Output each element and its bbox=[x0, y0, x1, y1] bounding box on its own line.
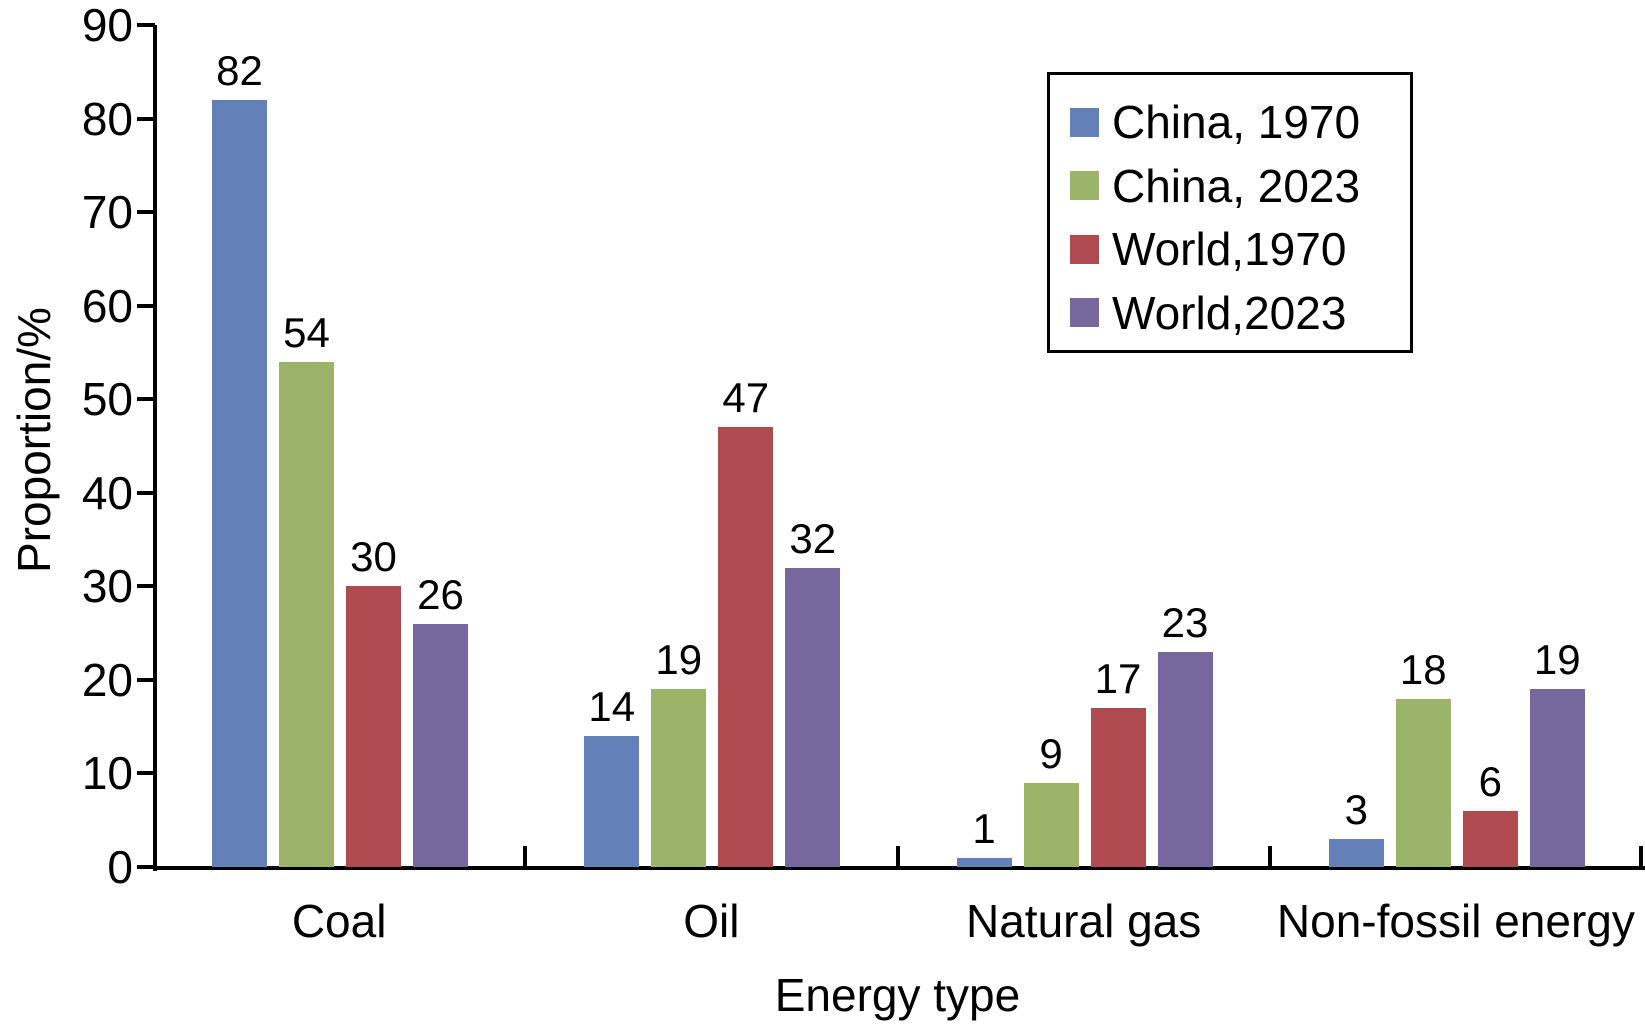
y-tick-label: 30 bbox=[81, 560, 133, 613]
y-tick bbox=[137, 23, 155, 27]
x-tick bbox=[895, 846, 900, 867]
y-tick bbox=[137, 490, 155, 495]
bar bbox=[651, 689, 707, 867]
y-tick-label: 20 bbox=[81, 653, 133, 706]
legend-swatch bbox=[1070, 234, 1099, 264]
y-tick-label: 90 bbox=[81, 0, 133, 51]
bar-value-label: 9 bbox=[1039, 729, 1063, 777]
y-axis-title: Proportion/% bbox=[8, 307, 60, 573]
y-tick bbox=[137, 677, 155, 682]
bar bbox=[584, 736, 640, 867]
bar bbox=[279, 361, 334, 867]
y-tick-label: 0 bbox=[107, 841, 133, 893]
bar bbox=[1157, 651, 1213, 867]
legend: China, 1970 China, 2023 World,1970 World,20… bbox=[1047, 72, 1413, 353]
bar-value-label: 19 bbox=[1533, 636, 1581, 684]
legend-label: China, 1970 bbox=[1112, 96, 1361, 148]
legend-item: World,2023 bbox=[1070, 290, 1346, 336]
y-axis-line bbox=[153, 25, 157, 871]
bar-value-label: 30 bbox=[350, 533, 397, 581]
bar bbox=[212, 99, 267, 867]
y-tick bbox=[137, 210, 155, 215]
x-category-label: Natural gas bbox=[966, 895, 1202, 947]
y-tick bbox=[137, 584, 155, 589]
bar bbox=[413, 623, 468, 867]
bar-value-label: 1 bbox=[972, 804, 996, 852]
legend-item: China, 2023 bbox=[1070, 163, 1360, 209]
bar-value-label: 14 bbox=[588, 683, 636, 731]
bar bbox=[1395, 698, 1451, 867]
bar bbox=[956, 857, 1012, 867]
x-category-label: Non-fossil energy bbox=[1276, 895, 1635, 947]
y-tick bbox=[137, 771, 155, 776]
x-axis-title: Energy type bbox=[774, 969, 1021, 1021]
x-tick bbox=[1267, 846, 1272, 867]
bar bbox=[346, 586, 401, 867]
bar-value-label: 54 bbox=[283, 308, 330, 356]
y-tick-label: 80 bbox=[81, 92, 133, 145]
y-tick-label: 50 bbox=[81, 373, 133, 426]
bar-value-label: 17 bbox=[1094, 654, 1142, 702]
bar bbox=[1090, 707, 1146, 867]
legend-swatch bbox=[1070, 298, 1099, 327]
legend-label: World,2023 bbox=[1112, 286, 1347, 339]
legend-swatch bbox=[1070, 171, 1099, 200]
bar-value-label: 82 bbox=[216, 46, 263, 94]
bar-value-label: 47 bbox=[722, 374, 770, 422]
y-tick-label: 10 bbox=[81, 747, 133, 800]
y-tick bbox=[137, 303, 155, 308]
x-tick bbox=[523, 846, 528, 867]
y-tick-label: 70 bbox=[81, 186, 133, 239]
y-tick-label: 60 bbox=[81, 279, 133, 332]
bar bbox=[1023, 782, 1079, 867]
y-tick bbox=[137, 397, 155, 402]
y-tick-label: 40 bbox=[81, 466, 133, 519]
x-axis-line bbox=[153, 866, 1645, 870]
bar bbox=[718, 427, 774, 867]
bar-value-label: 23 bbox=[1161, 598, 1209, 646]
bar-value-label: 6 bbox=[1478, 757, 1502, 805]
bar bbox=[785, 567, 841, 867]
y-tick bbox=[137, 116, 155, 121]
legend-label: World,1970 bbox=[1112, 223, 1347, 275]
legend-item: China, 1970 bbox=[1070, 99, 1360, 145]
legend-item: World,1970 bbox=[1070, 226, 1346, 272]
bar-value-label: 26 bbox=[417, 570, 464, 618]
x-category-label: Coal bbox=[291, 895, 387, 947]
bar-value-label: 19 bbox=[655, 636, 703, 684]
legend-label: China, 2023 bbox=[1112, 159, 1361, 212]
bar bbox=[1529, 689, 1585, 867]
bar-value-label: 3 bbox=[1344, 785, 1368, 833]
legend-swatch bbox=[1070, 107, 1099, 137]
bar bbox=[1328, 838, 1384, 867]
bar bbox=[1462, 810, 1518, 867]
bar-value-label: 18 bbox=[1399, 645, 1447, 693]
y-tick bbox=[137, 865, 155, 869]
x-tick bbox=[1639, 846, 1643, 867]
x-category-label: Oil bbox=[683, 895, 740, 947]
bar-value-label: 32 bbox=[789, 514, 837, 562]
